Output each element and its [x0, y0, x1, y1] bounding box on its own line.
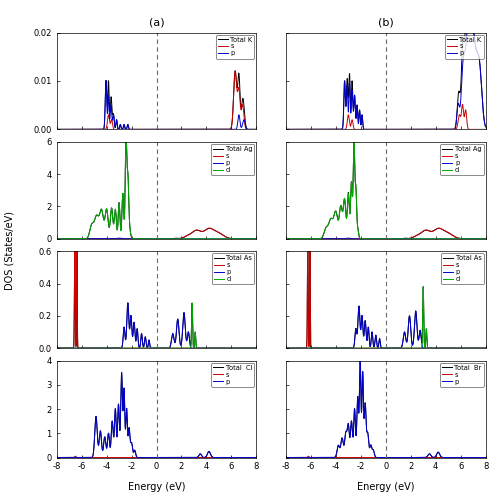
Legend: Total  Br, s, p: Total Br, s, p	[440, 362, 484, 386]
Legend: Total Ag, s, p, d: Total Ag, s, p, d	[440, 144, 484, 175]
Legend: Total  Cl, s, p: Total Cl, s, p	[211, 362, 254, 386]
Legend: Total Ag, s, p, d: Total Ag, s, p, d	[211, 144, 254, 175]
Text: (b): (b)	[378, 18, 393, 28]
Legend: Total K, s, p: Total K, s, p	[215, 34, 254, 58]
Legend: Total K, s, p: Total K, s, p	[445, 34, 484, 58]
Legend: Total As, s, p, d: Total As, s, p, d	[212, 253, 254, 284]
Text: (a): (a)	[149, 18, 164, 28]
Text: DOS (States/eV): DOS (States/eV)	[5, 210, 15, 290]
Text: Energy (eV): Energy (eV)	[357, 482, 415, 492]
Text: Energy (eV): Energy (eV)	[128, 482, 185, 492]
Legend: Total As, s, p, d: Total As, s, p, d	[441, 253, 484, 284]
